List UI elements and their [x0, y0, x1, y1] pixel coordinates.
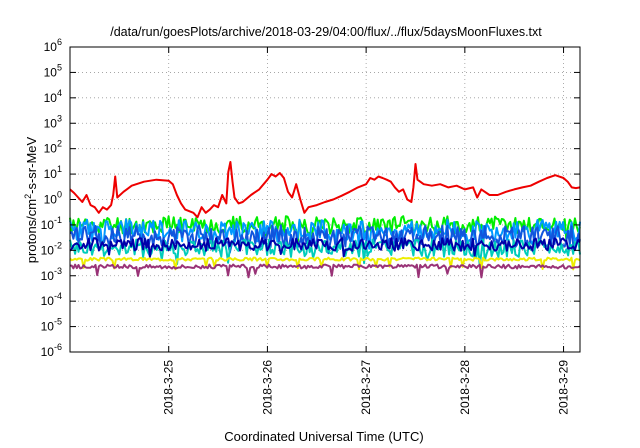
x-tick-label: 2018-3-28 [458, 360, 472, 415]
series-line [70, 263, 581, 279]
y-tick-label: 102 [44, 139, 62, 156]
y-axis: 10-6 10-5 10-4 10-3 10-2 10-1 100 101 102 103 104 1… [41, 37, 580, 359]
y-tick-label: 10-6 [41, 342, 62, 359]
y-tick-label: 106 [44, 37, 62, 54]
chart-title: /data/run/goesPlots/archive/2018-03-29/0… [110, 25, 542, 39]
series-layer [69, 161, 581, 279]
y-tick-label: 101 [44, 164, 62, 181]
x-tick-label: 2018-3-26 [260, 360, 274, 415]
x-tick-label: 2018-3-29 [557, 360, 571, 415]
y-tick-label: 10-4 [41, 291, 62, 308]
y-tick-label: 105 [44, 62, 62, 79]
y-tick-label: 100 [44, 190, 62, 207]
series-line [69, 237, 581, 258]
x-axis: 2018-3-25 2018-3-26 2018-3-27 2018-3-28 2018… [162, 47, 571, 415]
y-tick-label: 10-1 [41, 215, 62, 232]
y-tick-label: 10-2 [41, 240, 62, 257]
y-tick-label: 104 [44, 88, 62, 105]
x-tick-label: 2018-3-25 [162, 360, 176, 415]
series-line [69, 161, 581, 219]
series-line [69, 215, 581, 244]
grid [70, 47, 580, 352]
y-axis-label: protons/cm2-s-sr-MeV [23, 136, 39, 263]
x-axis-label: Coordinated Universal Time (UTC) [224, 429, 423, 444]
y-tick-label: 10-5 [41, 317, 62, 334]
x-tick-label: 2018-3-27 [359, 360, 373, 415]
y-tick-label: 103 [44, 113, 62, 130]
series-line [69, 256, 581, 271]
y-tick-label: 10-3 [41, 266, 62, 283]
